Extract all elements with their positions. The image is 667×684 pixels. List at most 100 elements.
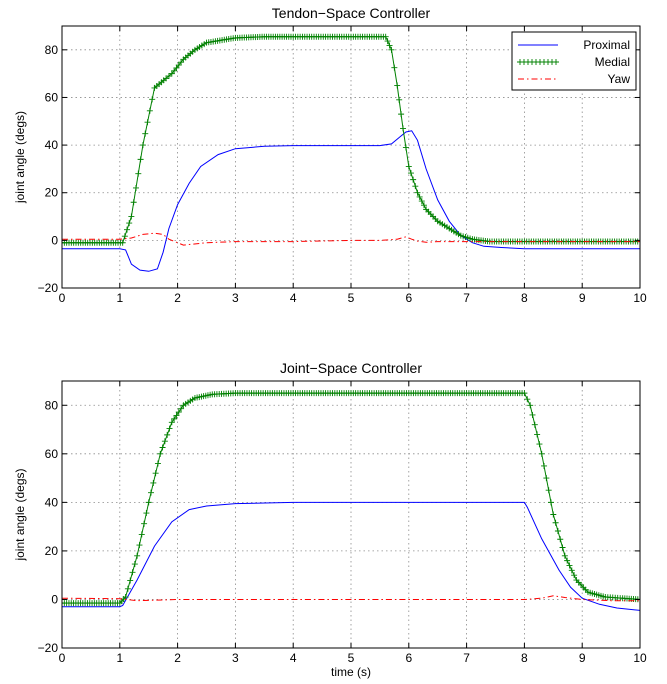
data-point — [144, 119, 151, 126]
data-point — [138, 531, 145, 538]
y-tick-label: 80 — [45, 43, 59, 57]
data-point — [412, 183, 419, 190]
data-point — [135, 170, 142, 177]
data-point — [152, 470, 159, 477]
data-point — [124, 226, 131, 233]
data-point — [127, 577, 134, 584]
data-point — [531, 421, 538, 428]
data-point — [150, 479, 157, 486]
x-tick-label: 3 — [232, 651, 239, 665]
data-point — [141, 520, 148, 527]
x-tick-label: 8 — [521, 651, 528, 665]
y-tick-label: 20 — [45, 544, 59, 558]
data-point — [402, 144, 409, 151]
data-point — [161, 438, 168, 445]
data-point — [550, 511, 557, 518]
data-point — [568, 567, 575, 574]
legend-marker — [553, 59, 559, 65]
y-tick-label: 20 — [45, 186, 59, 200]
data-point — [541, 462, 548, 469]
data-point — [130, 199, 137, 206]
joint-space-plot: Joint−Space Controller joint angle (degs… — [13, 360, 647, 679]
series-proximal — [62, 130, 640, 272]
x-tick-label: 10 — [633, 291, 647, 305]
y-tick-label: 40 — [45, 495, 59, 509]
x-axis-label: time (s) — [331, 665, 371, 679]
data-point — [547, 499, 554, 506]
data-point — [561, 552, 568, 559]
x-tick-label: 6 — [405, 651, 412, 665]
data-point — [559, 544, 566, 551]
data-point — [128, 213, 135, 220]
data-point — [386, 42, 393, 49]
data-point — [142, 130, 149, 137]
y-tick-label: −20 — [38, 281, 59, 295]
x-tick-label: 4 — [290, 291, 297, 305]
x-tick-label: 1 — [116, 291, 123, 305]
data-point — [524, 396, 531, 403]
y-tick-label: 0 — [51, 592, 58, 606]
x-tick-label: 9 — [579, 651, 586, 665]
data-point — [414, 189, 421, 196]
data-point — [405, 163, 412, 170]
y-tick-label: −20 — [38, 641, 59, 655]
data-point — [388, 46, 395, 53]
x-tick-label: 7 — [463, 291, 470, 305]
series-yaw — [62, 232, 640, 246]
y-axis-label: joint angle (degs) — [13, 468, 27, 561]
data-point — [157, 450, 164, 457]
data-point — [148, 489, 155, 496]
x-tick-label: 6 — [405, 291, 412, 305]
data-point — [538, 450, 545, 457]
x-tick-label: 2 — [174, 651, 181, 665]
x-tick-label: 1 — [116, 651, 123, 665]
data-point — [420, 202, 427, 209]
data-point — [543, 475, 550, 482]
y-tick-label: 80 — [45, 398, 59, 412]
data-point — [136, 542, 143, 549]
series-line — [62, 232, 640, 246]
x-tick-label: 5 — [348, 651, 355, 665]
chart-title: Joint−Space Controller — [280, 360, 422, 376]
data-point — [571, 572, 578, 579]
data-point — [554, 528, 561, 535]
data-point — [410, 176, 417, 183]
data-point — [134, 552, 141, 559]
tendon-space-plot: Tendon−Space Controller joint angle (deg… — [13, 5, 647, 305]
data-point — [529, 411, 536, 418]
chart-title: Tendon−Space Controller — [272, 5, 431, 21]
data-point — [129, 569, 136, 576]
legend-label: Proximal — [583, 38, 630, 52]
x-tick-label: 5 — [348, 291, 355, 305]
x-tick-label: 4 — [290, 651, 297, 665]
marker-group — [62, 390, 640, 607]
data-point — [173, 412, 180, 419]
data-point — [394, 82, 401, 89]
data-point — [178, 405, 185, 412]
x-tick-label: 2 — [174, 291, 181, 305]
data-point — [139, 142, 146, 149]
data-point — [126, 220, 133, 227]
data-point — [132, 184, 139, 191]
data-point — [527, 402, 534, 409]
data-point — [545, 487, 552, 494]
data-point — [536, 441, 543, 448]
series-medial — [62, 390, 640, 607]
data-point — [137, 156, 144, 163]
legend-box — [511, 31, 637, 91]
data-point — [557, 536, 564, 543]
series-line — [62, 595, 640, 602]
data-point — [418, 198, 425, 205]
data-point — [396, 96, 403, 103]
data-point — [398, 111, 405, 118]
x-tick-label: 0 — [59, 651, 66, 665]
data-point — [384, 38, 391, 45]
x-tick-label: 9 — [579, 291, 586, 305]
data-point — [164, 431, 171, 438]
y-tick-label: 40 — [45, 138, 59, 152]
y-tick-label: 60 — [45, 447, 59, 461]
x-tick-label: 10 — [633, 651, 647, 665]
data-point — [145, 499, 152, 506]
x-tick-label: 8 — [521, 291, 528, 305]
